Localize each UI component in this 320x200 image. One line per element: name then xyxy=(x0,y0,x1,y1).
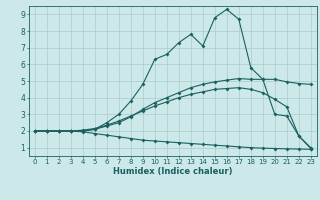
X-axis label: Humidex (Indice chaleur): Humidex (Indice chaleur) xyxy=(113,167,233,176)
